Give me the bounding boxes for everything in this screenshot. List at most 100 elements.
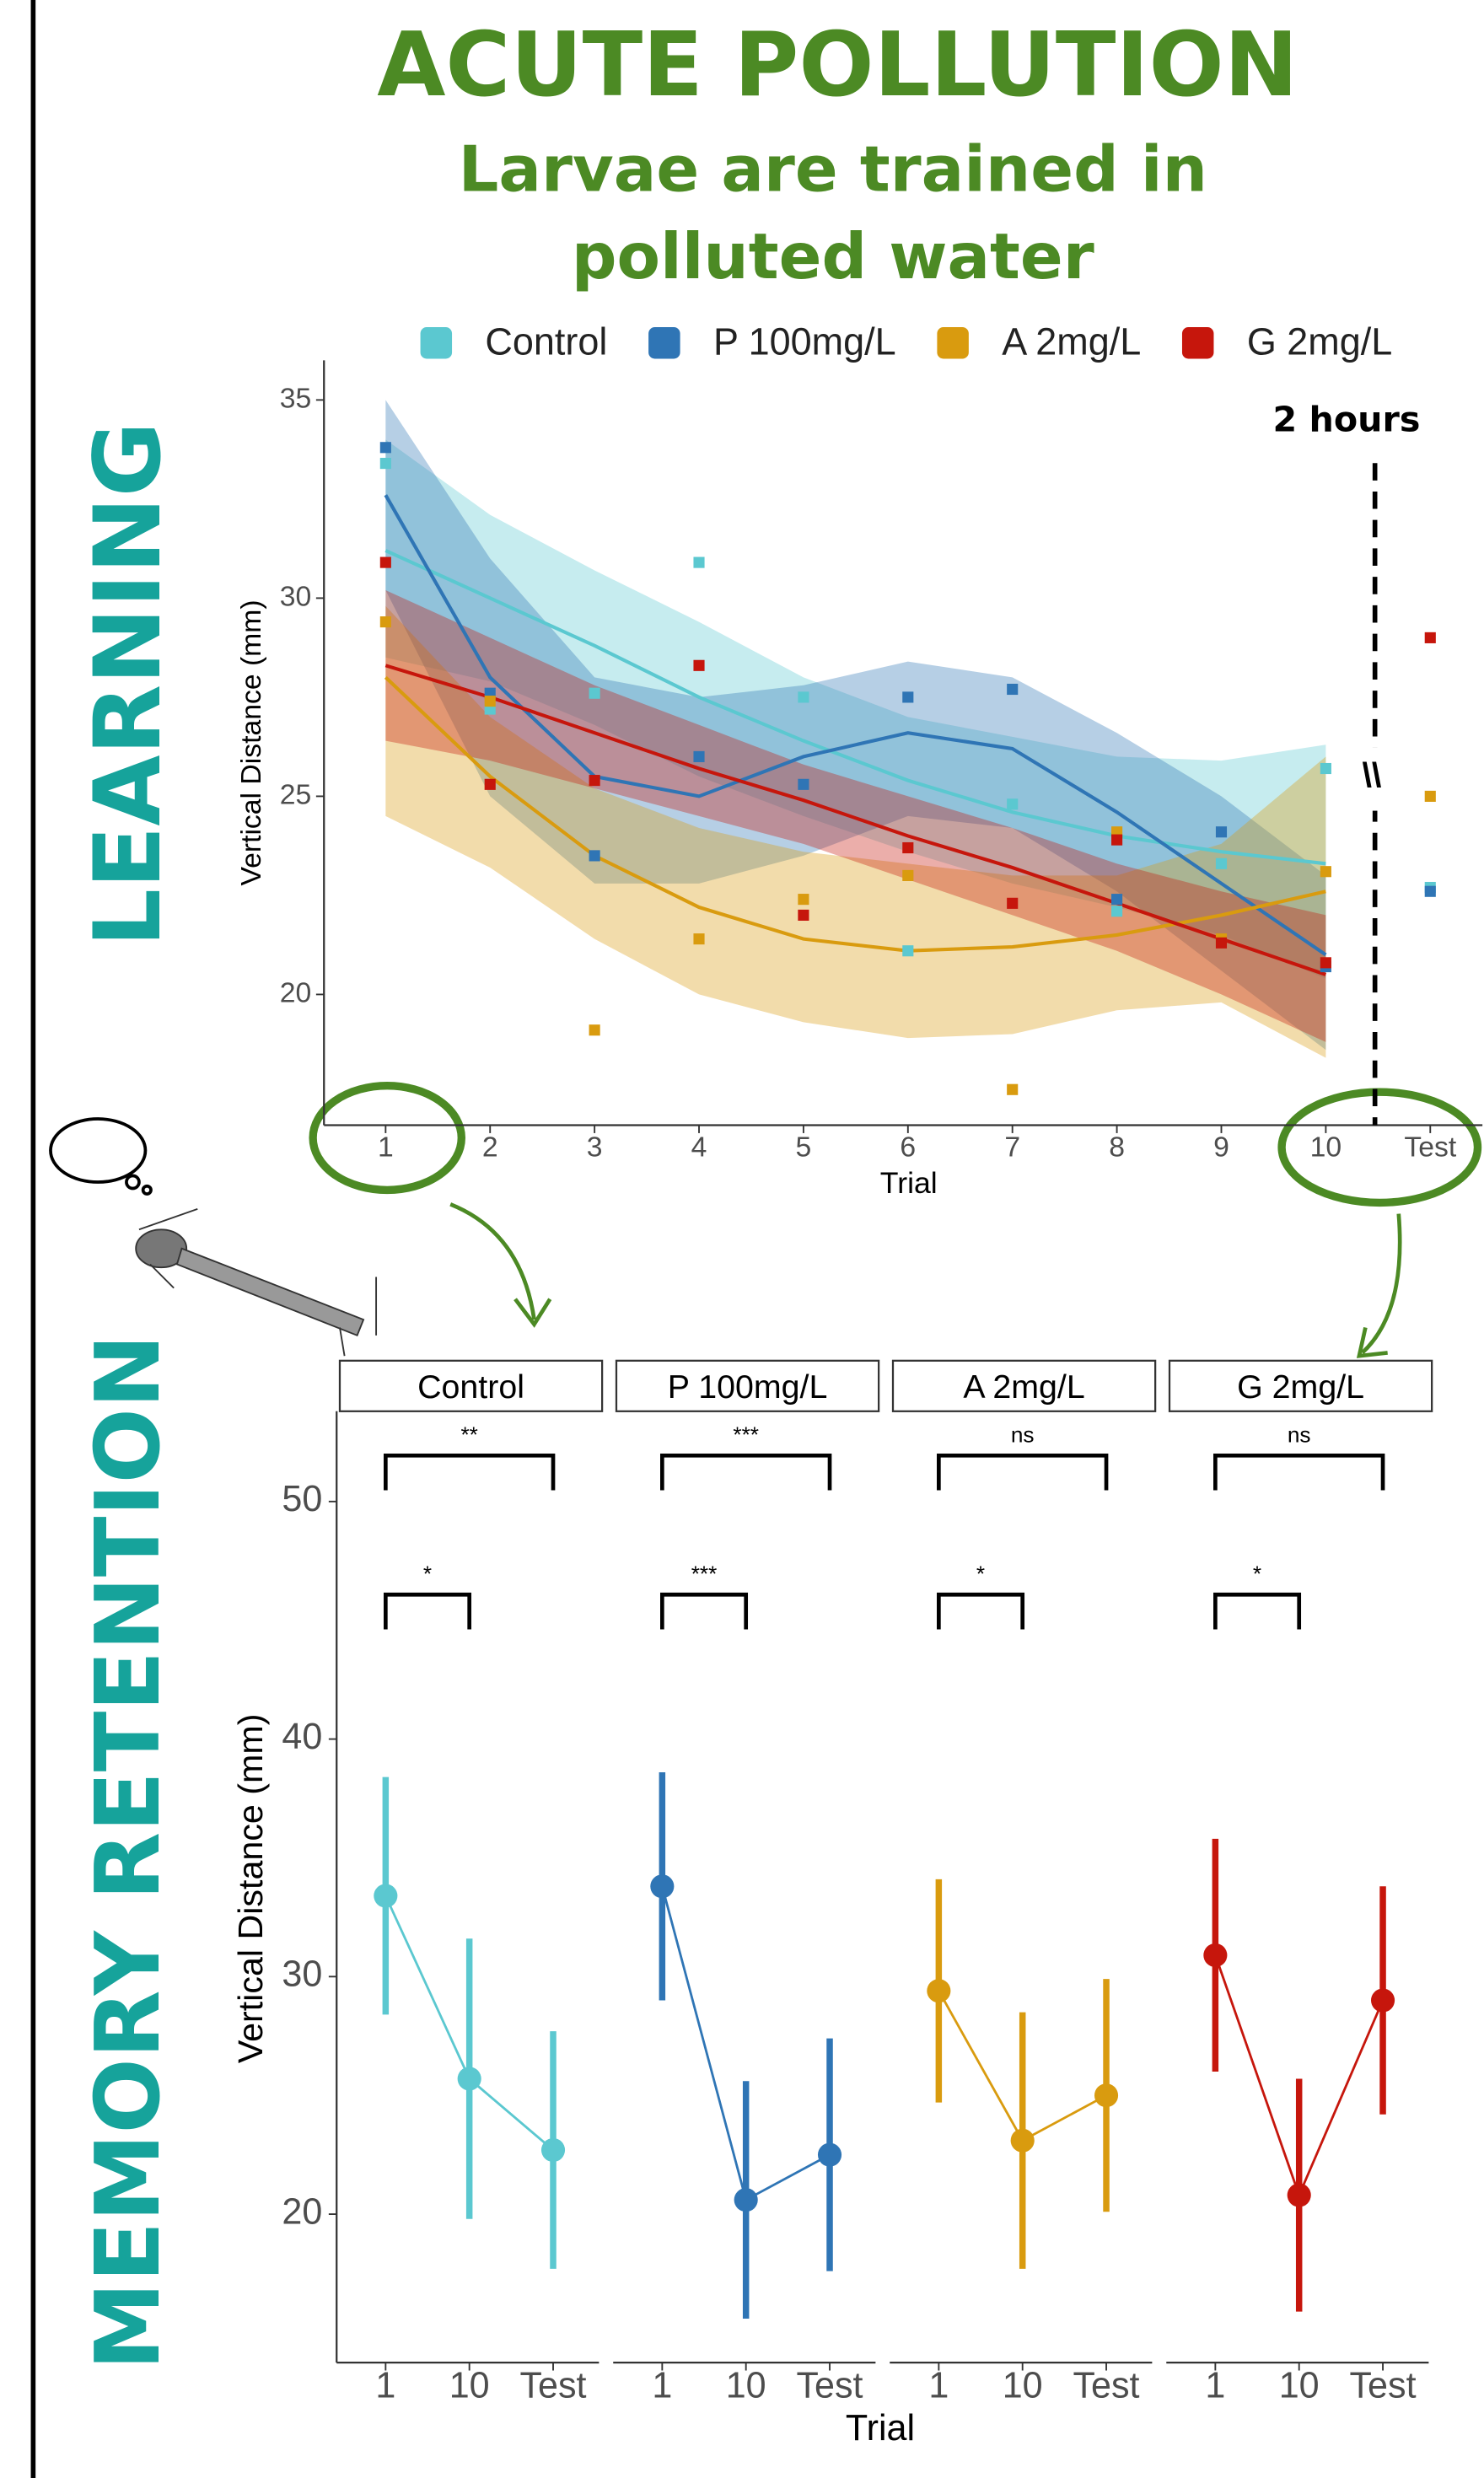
significance-bracket [938, 1594, 1022, 1629]
legend-swatch [1182, 327, 1213, 358]
data-point [902, 870, 913, 881]
x-tick-label: 10 [1310, 1131, 1342, 1164]
legend-label: Control [485, 320, 607, 363]
x-axis-label: Trial [846, 2408, 915, 2448]
facet-label: G 2mg/L [1237, 1368, 1364, 1406]
mean-point [927, 1979, 950, 2002]
title: ACUTE POLLUTION [377, 13, 1298, 116]
x-tick-label: 10 [1279, 2366, 1320, 2406]
data-point [1320, 763, 1331, 774]
data-point [798, 894, 809, 905]
data-point [1111, 906, 1122, 916]
data-point [1425, 632, 1436, 643]
data-point [902, 945, 913, 956]
data-point [589, 688, 600, 699]
significance-bracket [662, 1455, 830, 1490]
x-tick-label: 7 [1004, 1131, 1020, 1164]
x-tick-label: 8 [1109, 1131, 1125, 1164]
figure: ACUTE POLLUTION Larvae are trained in po… [0, 0, 1484, 2478]
data-point [693, 933, 704, 944]
data-point [589, 775, 600, 786]
significance-bracket [385, 1455, 553, 1490]
facet-label: P 100mg/L [668, 1368, 828, 1406]
mean-point [541, 2138, 565, 2162]
data-point [798, 779, 809, 790]
legend-swatch [648, 327, 680, 358]
y-tick-label: 25 [280, 778, 312, 810]
data-point [485, 696, 496, 707]
subtitle: Larvae are trained in [459, 132, 1207, 207]
legend-swatch [421, 327, 452, 358]
data-point [1216, 858, 1227, 869]
data-point [1007, 898, 1018, 909]
x-tick-label: 4 [691, 1131, 707, 1164]
significance-label: * [1253, 1562, 1261, 1587]
y-tick-label: 30 [280, 580, 312, 612]
significance-bracket [385, 1594, 469, 1629]
significance-label: ns [1011, 1422, 1035, 1448]
facet-label: Control [417, 1368, 524, 1406]
x-tick-label: 10 [1003, 2366, 1043, 2406]
significance-bracket [938, 1455, 1106, 1490]
significance-label: *** [733, 1422, 759, 1448]
x-tick-label: Test [519, 2366, 586, 2406]
significance-label: *** [691, 1562, 718, 1587]
legend-label: A 2mg/L [1002, 320, 1141, 363]
data-point [1425, 886, 1436, 897]
mean-point [1203, 1943, 1227, 1967]
data-point [693, 557, 704, 568]
data-point [485, 779, 496, 790]
y-tick-label: 35 [280, 382, 312, 414]
data-point [693, 751, 704, 762]
mean-point [458, 2067, 481, 2090]
significance-label: ns [1288, 1422, 1311, 1448]
significance-bracket [662, 1594, 745, 1629]
highlight-circles [313, 1086, 1477, 1357]
legend-label: P 100mg/L [713, 320, 896, 363]
x-tick-label: 10 [726, 2366, 766, 2406]
x-tick-label: Test [797, 2366, 863, 2406]
x-tick-label: 1 [928, 2366, 949, 2406]
significance-bracket [1215, 1594, 1298, 1629]
annotation: 2 hours [1272, 399, 1420, 439]
thought-cloud [51, 1119, 151, 1194]
x-tick-label: Test [1404, 1131, 1456, 1164]
significance-label: * [976, 1562, 985, 1587]
mean-point [1371, 1988, 1395, 2012]
data-point [693, 660, 704, 671]
mean-point [1011, 2129, 1035, 2153]
significance-label: ** [460, 1422, 477, 1448]
data-point [902, 691, 913, 702]
data-point [1320, 866, 1331, 877]
mean-point [1094, 2083, 1118, 2107]
significance-bracket [1215, 1455, 1383, 1490]
x-tick-label: 1 [375, 2366, 395, 2406]
data-point [380, 442, 391, 453]
x-tick-label: 6 [900, 1131, 916, 1164]
data-point [798, 910, 809, 921]
x-tick-label: 5 [796, 1131, 812, 1164]
panel-label: LEARNING [74, 422, 181, 947]
data-point [380, 616, 391, 627]
data-point [1007, 798, 1018, 809]
data-point [902, 842, 913, 853]
x-tick-label: 1 [1205, 2366, 1225, 2406]
y-tick-label: 20 [280, 976, 312, 1008]
y-tick-label: 30 [282, 1954, 322, 1995]
data-point [380, 557, 391, 568]
data-point [1111, 894, 1122, 905]
mean-point [734, 2188, 758, 2212]
data-point [1007, 1084, 1018, 1095]
facet-label: A 2mg/L [963, 1368, 1084, 1406]
x-tick-label: 10 [449, 2366, 490, 2406]
data-point [1425, 791, 1436, 802]
x-tick-label: 3 [587, 1131, 603, 1164]
data-point [1007, 684, 1018, 695]
subtitle: polluted water [572, 219, 1094, 293]
x-tick-label: 1 [652, 2366, 672, 2406]
y-axis-label: Vertical Distance (mm) [231, 1714, 270, 2064]
y-tick-label: 20 [282, 2191, 322, 2232]
significance-label: * [423, 1562, 432, 1587]
legend-swatch [937, 327, 968, 358]
data-point [1320, 957, 1331, 968]
